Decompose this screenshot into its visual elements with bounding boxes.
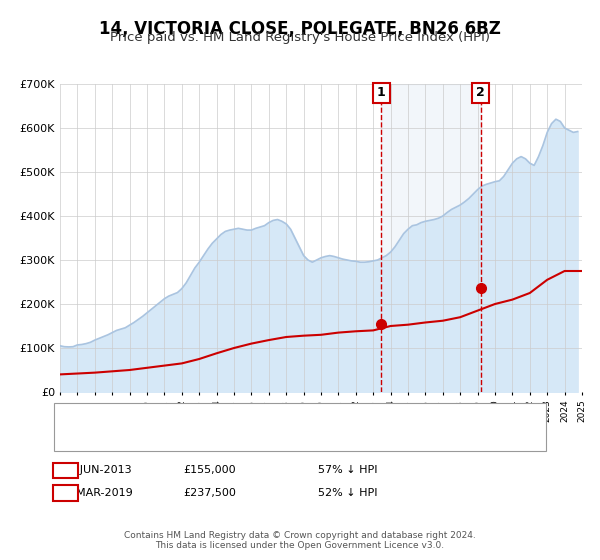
Text: 57% ↓ HPI: 57% ↓ HPI — [318, 465, 378, 475]
Text: 1: 1 — [377, 86, 386, 99]
Text: —: — — [66, 408, 83, 426]
Text: 2: 2 — [476, 86, 485, 99]
Text: Price paid vs. HM Land Registry's House Price Index (HPI): Price paid vs. HM Land Registry's House … — [110, 31, 490, 44]
Text: £237,500: £237,500 — [184, 488, 236, 498]
Text: —: — — [66, 428, 83, 446]
Text: 2: 2 — [61, 486, 70, 500]
Bar — [382, 84, 481, 392]
Text: Contains HM Land Registry data © Crown copyright and database right 2024.
This d: Contains HM Land Registry data © Crown c… — [124, 530, 476, 550]
Text: 20-JUN-2013: 20-JUN-2013 — [61, 465, 131, 475]
Text: HPI: Average price, detached house, Wealden: HPI: Average price, detached house, Weal… — [87, 432, 325, 442]
Text: 52% ↓ HPI: 52% ↓ HPI — [318, 488, 378, 498]
Text: 1: 1 — [61, 464, 70, 477]
Text: 14, VICTORIA CLOSE, POLEGATE, BN26 6BZ: 14, VICTORIA CLOSE, POLEGATE, BN26 6BZ — [99, 20, 501, 38]
Text: 14, VICTORIA CLOSE, POLEGATE, BN26 6BZ (detached house): 14, VICTORIA CLOSE, POLEGATE, BN26 6BZ (… — [87, 412, 408, 422]
Text: 05-MAR-2019: 05-MAR-2019 — [59, 488, 133, 498]
Text: £155,000: £155,000 — [184, 465, 236, 475]
